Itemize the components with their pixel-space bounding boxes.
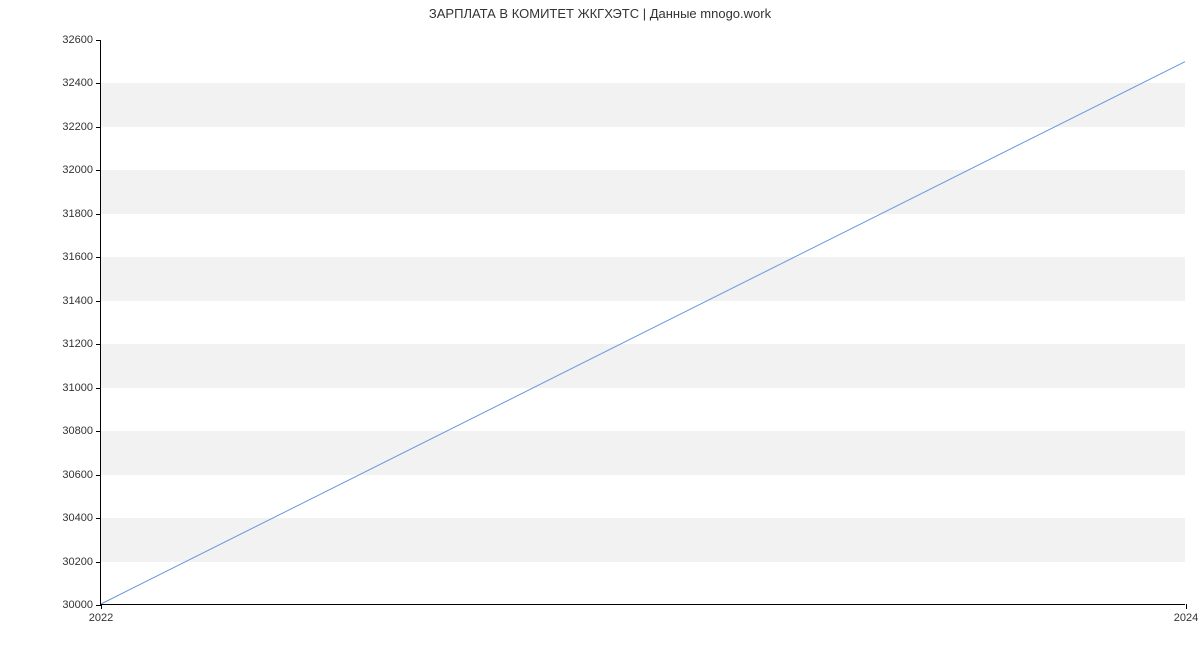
y-tick-mark xyxy=(96,214,101,215)
y-tick-mark xyxy=(96,301,101,302)
y-tick-mark xyxy=(96,562,101,563)
x-tick-mark xyxy=(1186,604,1187,609)
data-line xyxy=(101,62,1185,604)
y-tick-mark xyxy=(96,431,101,432)
y-tick-mark xyxy=(96,170,101,171)
y-tick-mark xyxy=(96,388,101,389)
y-tick-mark xyxy=(96,127,101,128)
line-chart: ЗАРПЛАТА В КОМИТЕТ ЖКГХЭТС | Данные mnog… xyxy=(0,0,1200,650)
chart-line-svg xyxy=(101,40,1185,604)
y-tick-mark xyxy=(96,40,101,41)
x-tick-mark xyxy=(101,604,102,609)
y-tick-mark xyxy=(96,475,101,476)
y-tick-mark xyxy=(96,83,101,84)
chart-title: ЗАРПЛАТА В КОМИТЕТ ЖКГХЭТС | Данные mnog… xyxy=(0,6,1200,21)
plot-area: 3000030200304003060030800310003120031400… xyxy=(100,40,1185,605)
y-tick-mark xyxy=(96,344,101,345)
y-tick-mark xyxy=(96,257,101,258)
y-tick-mark xyxy=(96,518,101,519)
